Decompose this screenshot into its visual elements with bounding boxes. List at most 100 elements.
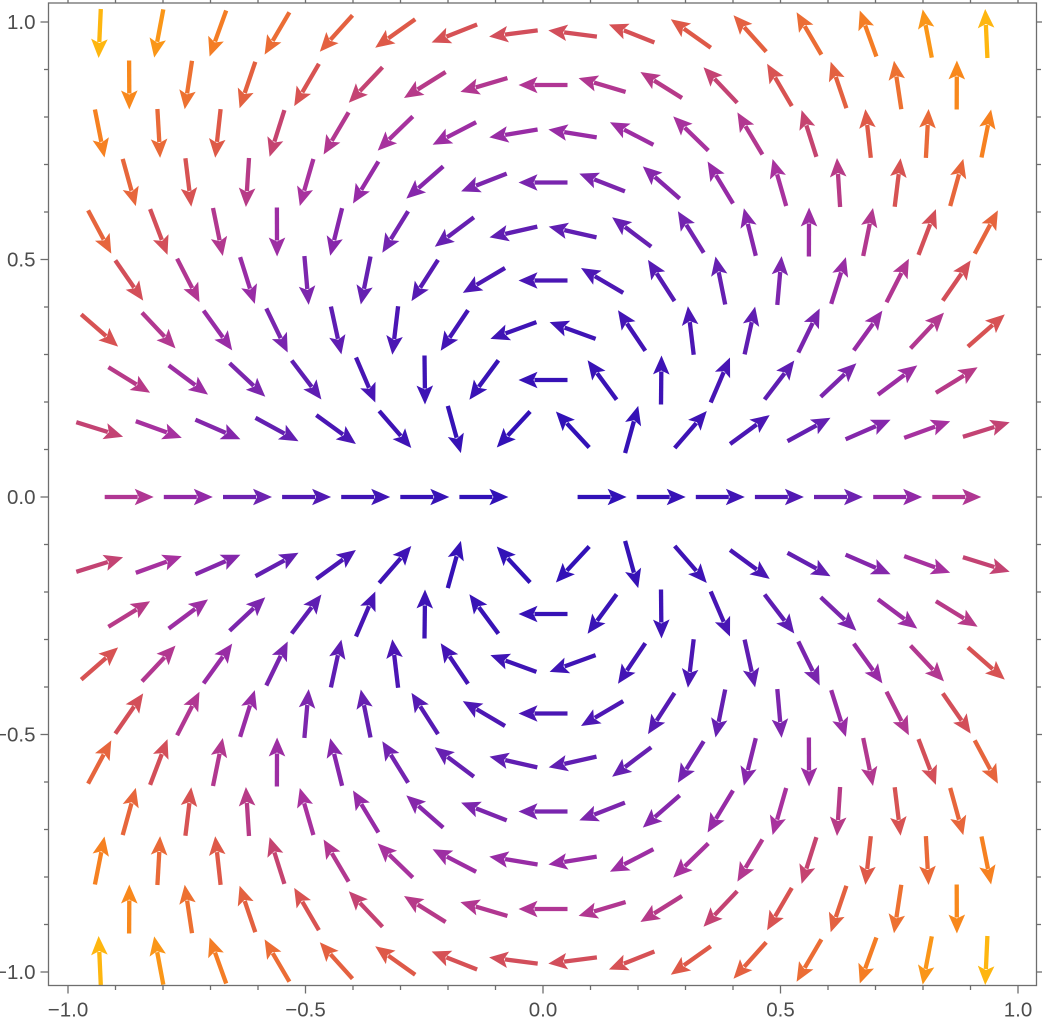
vector-arrow — [404, 896, 447, 924]
vector-arrow — [861, 737, 878, 786]
vector-arrow-head — [356, 689, 373, 710]
vector-arrow-head — [462, 276, 484, 293]
vector-arrow-head — [985, 660, 1005, 680]
vector-arrow — [489, 26, 538, 43]
vector-arrow — [264, 641, 288, 687]
vector-arrow — [941, 692, 971, 734]
vector-arrow — [670, 19, 713, 50]
vector-arrow-head — [740, 765, 757, 786]
vector-arrow — [120, 158, 139, 207]
vector-arrow-head — [581, 709, 602, 726]
vector-arrow-head — [609, 855, 631, 872]
vector-arrow-head — [625, 405, 642, 427]
vector-arrow — [411, 258, 440, 302]
vector-arrow-head — [406, 795, 427, 815]
vector-arrow-head — [555, 411, 575, 432]
vector-arrow-head — [161, 423, 182, 440]
vector-arrow-head — [323, 134, 341, 155]
vector-arrow-shaft — [762, 371, 787, 401]
vector-arrow — [91, 8, 108, 58]
vector-arrow — [86, 209, 112, 254]
vector-arrow-head — [707, 811, 725, 833]
vector-arrow — [416, 355, 434, 405]
vector-arrow-shaft — [934, 373, 966, 395]
vector-arrow-shaft — [593, 699, 625, 720]
vector-arrow — [210, 207, 228, 256]
vector-arrow — [796, 308, 820, 354]
vector-arrow-head — [303, 379, 322, 400]
vector-arrow — [608, 23, 656, 45]
vector-arrow-shaft — [445, 854, 478, 874]
vector-arrow-shaft — [948, 173, 962, 207]
vector-arrow — [873, 488, 923, 506]
vector-arrow — [469, 359, 501, 400]
vector-arrow-shaft — [416, 902, 447, 924]
vector-arrow-shaft — [829, 689, 844, 723]
vector-arrow-shaft — [852, 642, 875, 672]
vector-arrow-shaft — [916, 223, 933, 256]
plot-frame — [47, 2, 1038, 987]
vector-arrow-head — [303, 594, 322, 615]
vector-arrow-shaft — [201, 309, 225, 339]
vector-arrow-shaft — [563, 129, 598, 140]
vector-arrow-shaft — [184, 60, 195, 94]
vector-arrow-shaft — [475, 76, 509, 90]
vector-arrow — [858, 10, 879, 58]
vector-arrow — [844, 552, 891, 575]
vector-arrow — [120, 787, 139, 836]
vector-arrow-shaft — [861, 223, 872, 257]
vector-arrow-shaft — [167, 363, 197, 387]
vector-arrow — [377, 843, 415, 880]
vector-arrow-head — [714, 615, 731, 637]
vector-arrow-shaft — [475, 707, 507, 728]
vector-arrow — [298, 689, 316, 739]
vector-arrow-shaft — [863, 24, 879, 58]
vector-arrow — [201, 309, 233, 351]
vector-arrow — [353, 160, 381, 204]
vector-arrow-shaft — [654, 272, 677, 303]
vector-arrow-shaft — [923, 124, 930, 159]
vector-arrow-shaft — [302, 255, 310, 290]
vector-arrow-shaft — [684, 223, 706, 254]
vector-arrow — [677, 740, 706, 783]
vector-arrow-shaft — [302, 704, 310, 739]
vector-arrow — [548, 853, 598, 870]
vector-arrow-head — [447, 540, 464, 562]
vector-arrow-head — [179, 884, 196, 905]
vector-arrow — [180, 787, 198, 837]
vector-arrow-shaft — [238, 256, 253, 290]
vector-arrow-head — [707, 161, 725, 183]
vector-arrow-shaft — [140, 311, 167, 339]
vector-arrow — [406, 164, 445, 199]
vector-arrow-head — [800, 207, 818, 227]
vector-arrow-head — [432, 128, 454, 145]
vector-arrow — [884, 690, 909, 736]
vector-arrow-head — [888, 60, 905, 81]
vector-arrow-shaft — [796, 640, 815, 673]
vector-arrow — [708, 357, 731, 404]
vector-arrow — [496, 410, 532, 448]
vector-arrow-shaft — [354, 605, 371, 638]
vector-arrow-head — [432, 849, 454, 866]
vector-arrow-head — [858, 10, 874, 32]
vector-arrow-shaft — [979, 124, 991, 158]
vector-arrow — [737, 838, 765, 882]
vector-arrow-head — [836, 363, 857, 383]
vector-arrow — [948, 787, 967, 836]
vector-arrow — [354, 591, 376, 638]
vector-arrow-head — [776, 360, 795, 381]
vector-arrow-shaft — [714, 789, 735, 820]
vector-arrow-head — [447, 432, 464, 454]
vector-arrow — [934, 599, 978, 627]
vector-arrow — [297, 158, 316, 206]
vector-arrow-shaft — [716, 271, 728, 305]
vector-arrow-shaft — [623, 28, 656, 45]
vector-arrow-head — [518, 371, 538, 389]
vector-arrow-shaft — [504, 28, 538, 37]
vector-arrow-head — [434, 747, 455, 766]
vector-arrow — [681, 638, 699, 688]
vector-arrow-shaft — [653, 793, 682, 819]
vector-arrow-head — [237, 87, 254, 109]
vector-arrow — [711, 256, 728, 305]
vector-arrow — [121, 60, 138, 110]
